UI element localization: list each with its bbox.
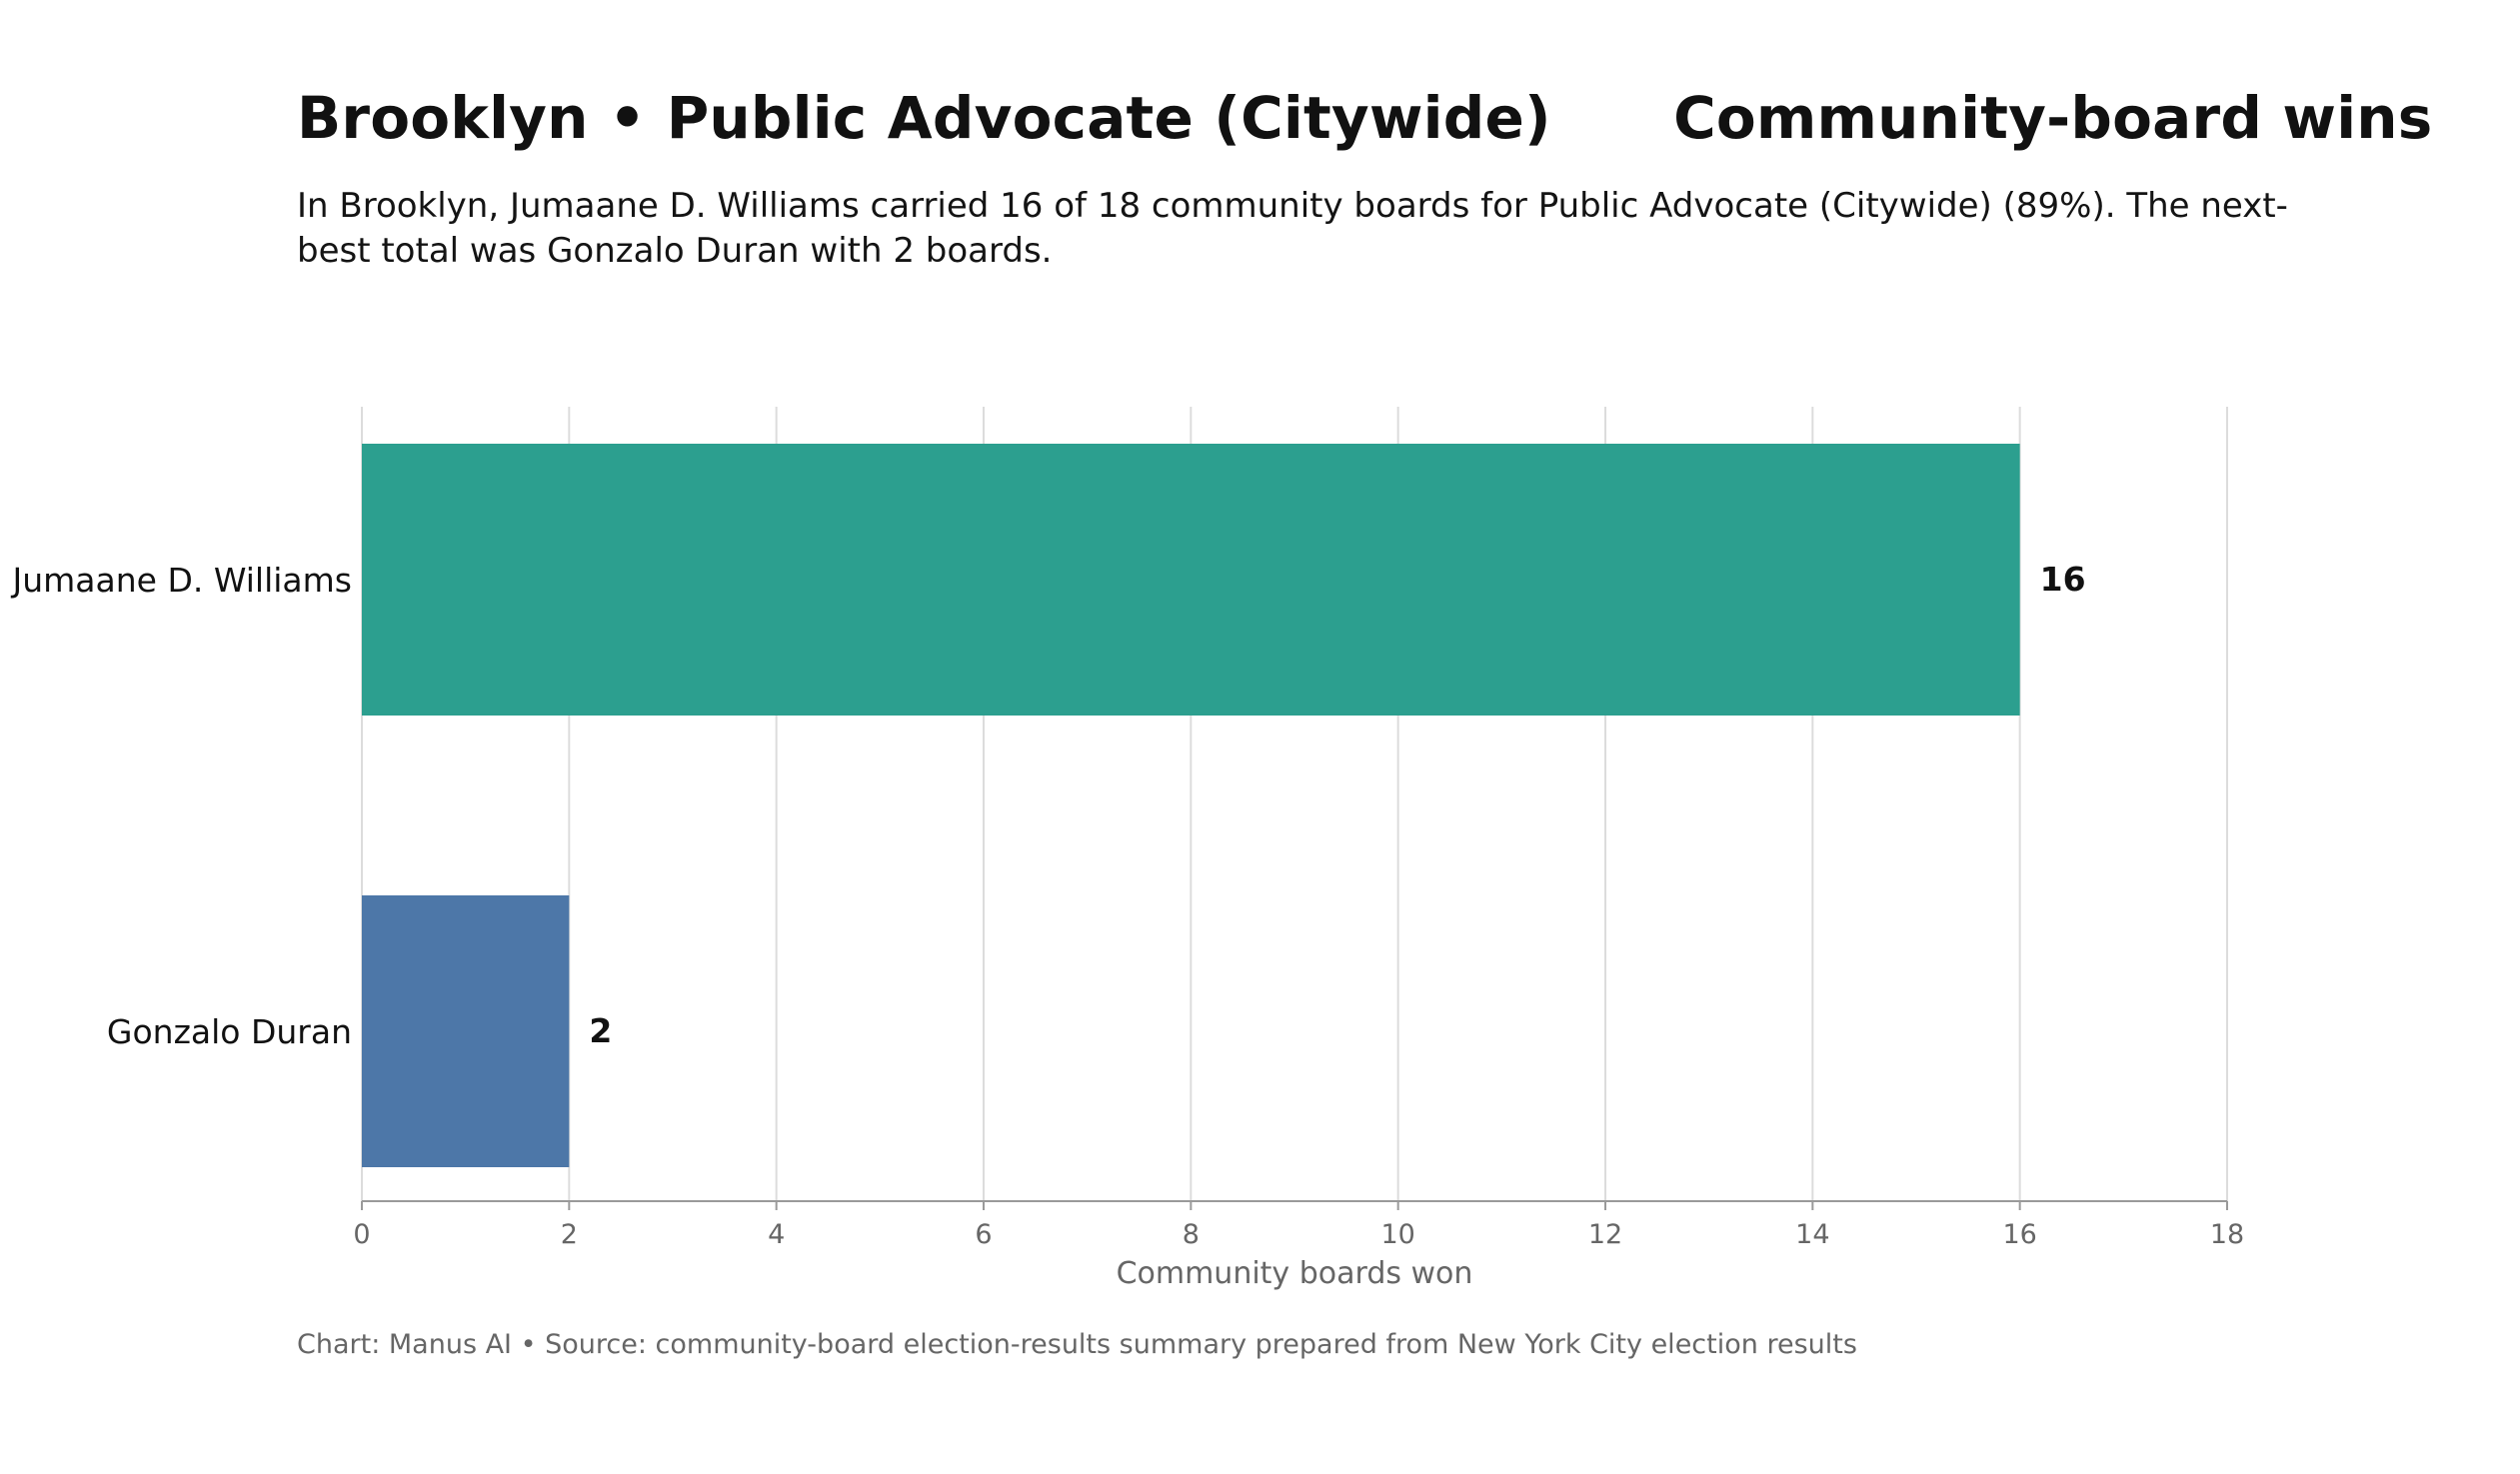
x-tick-label: 10 xyxy=(1380,1219,1414,1250)
labels: Jumaane D. Williams 16 Gonzalo Duran 2 xyxy=(11,560,2086,1051)
x-tick-label: 16 xyxy=(2002,1219,2036,1250)
category-label: Jumaane D. Williams xyxy=(11,561,352,600)
x-axis: 0 2 4 6 8 10 12 14 16 18 Community boards won xyxy=(353,1200,2244,1291)
value-label: 2 xyxy=(589,1011,612,1050)
bar xyxy=(362,444,2020,716)
x-tick-label: 12 xyxy=(1588,1219,1622,1250)
chart-subtitle: In Brooklyn, Jumaane D. Williams carried… xyxy=(297,186,2288,271)
x-tick-label: 14 xyxy=(1795,1219,1829,1250)
x-axis-label: Community boards won xyxy=(1117,1256,1473,1291)
bar xyxy=(362,895,570,1167)
category-label: Gonzalo Duran xyxy=(107,1012,352,1051)
x-tick-label: 6 xyxy=(975,1219,992,1250)
x-tick-label: 0 xyxy=(353,1219,370,1250)
x-tick-label: 2 xyxy=(561,1219,578,1250)
value-label: 16 xyxy=(2040,560,2086,599)
x-tick-label: 4 xyxy=(768,1219,785,1250)
x-tick-label: 8 xyxy=(1183,1219,1200,1250)
x-tick-label: 18 xyxy=(2210,1219,2244,1250)
chart-title: Brooklyn • Public Advocate (Citywide) Co… xyxy=(297,84,2433,152)
bars xyxy=(362,444,2020,1167)
chart-footer: Chart: Manus AI • Source: community-boar… xyxy=(297,1329,1857,1360)
